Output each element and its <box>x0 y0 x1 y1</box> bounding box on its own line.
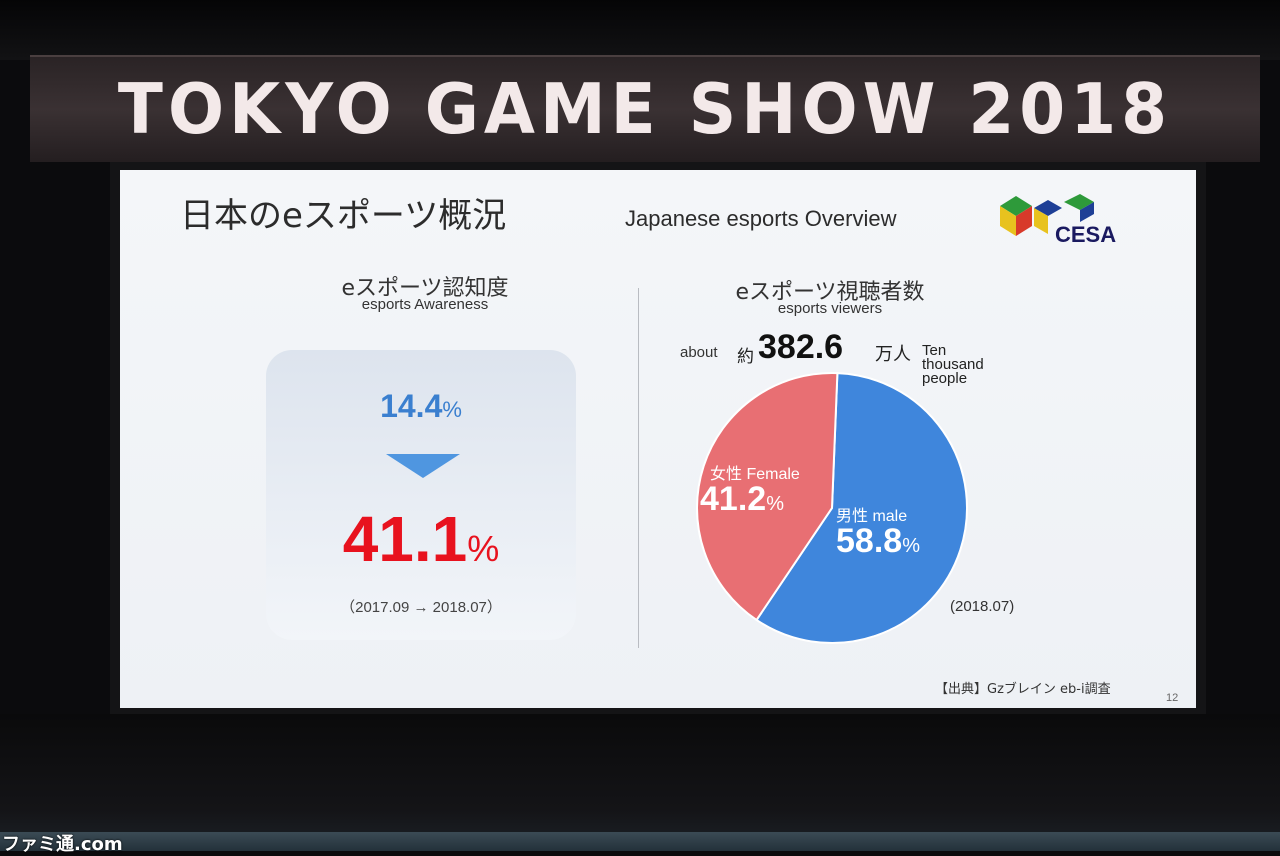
female-value-number: 41.2 <box>700 480 767 518</box>
awareness-before: 14.4% <box>266 388 576 425</box>
female-value-unit: % <box>766 493 784 515</box>
awareness-card: 14.4% 41.1% （2017.09 → 2018.07） <box>266 350 576 640</box>
awareness-before-unit: % <box>442 397 462 422</box>
viewers-about: about <box>680 344 718 361</box>
presentation-slide: 日本のeスポーツ概況 Japanese esports Overview CES… <box>120 170 1196 708</box>
cesa-logo-text: CESA <box>1055 222 1117 247</box>
viewers-title-jp: eスポーツ視聴者数 <box>735 280 925 305</box>
cesa-logo-icon <box>1000 194 1094 236</box>
awareness-period: （2017.09 → 2018.07） <box>340 599 502 616</box>
arrow-down-icon <box>386 454 460 478</box>
viewers-title-en: esports viewers <box>777 300 883 317</box>
stage-bottom <box>0 714 1280 851</box>
viewers-unit-en: Ten thousand people <box>922 342 984 387</box>
pie-slice-male <box>755 372 968 644</box>
viewers-total: 382.6 <box>758 328 844 366</box>
female-label: 女性 Female <box>710 466 800 483</box>
viewers-pie-chart <box>696 372 968 644</box>
awareness-title-en: esports Awareness <box>361 296 489 313</box>
stage-top <box>0 0 1280 60</box>
pie-slice-female <box>696 372 839 622</box>
male-label: 男性 male <box>836 508 908 525</box>
awareness-after-value: 41.1 <box>342 503 468 575</box>
tgs-banner: TOKYO GAME SHOW 2018 <box>30 55 1260 162</box>
slide-title-en: Japanese esports Overview <box>625 206 897 231</box>
viewers-date: (2018.07) <box>950 598 1015 615</box>
viewers-unit-jp: 万人 <box>875 344 911 365</box>
awareness-title-jp: eスポーツ認知度 <box>341 276 509 301</box>
male-value: 58.8% <box>836 522 920 561</box>
male-value-number: 58.8 <box>836 522 903 560</box>
awareness-before-value: 14.4 <box>380 388 443 424</box>
stage-edge <box>0 832 1280 851</box>
source-citation: 【出典】Gzブレイン eb-i調査 <box>935 682 1111 697</box>
viewers-approx-jp: 約 <box>737 347 754 367</box>
slide-divider <box>638 288 639 648</box>
slide-title-jp: 日本のeスポーツ概況 <box>180 196 507 236</box>
banner-text: TOKYO GAME SHOW 2018 <box>117 69 1173 150</box>
page-number: 12 <box>1166 692 1179 704</box>
watermark: ファミ通.com <box>2 834 123 855</box>
female-value: 41.2% <box>700 480 784 519</box>
awareness-after: 41.1% <box>266 502 576 576</box>
awareness-after-unit: % <box>467 528 500 569</box>
male-value-unit: % <box>902 535 920 557</box>
